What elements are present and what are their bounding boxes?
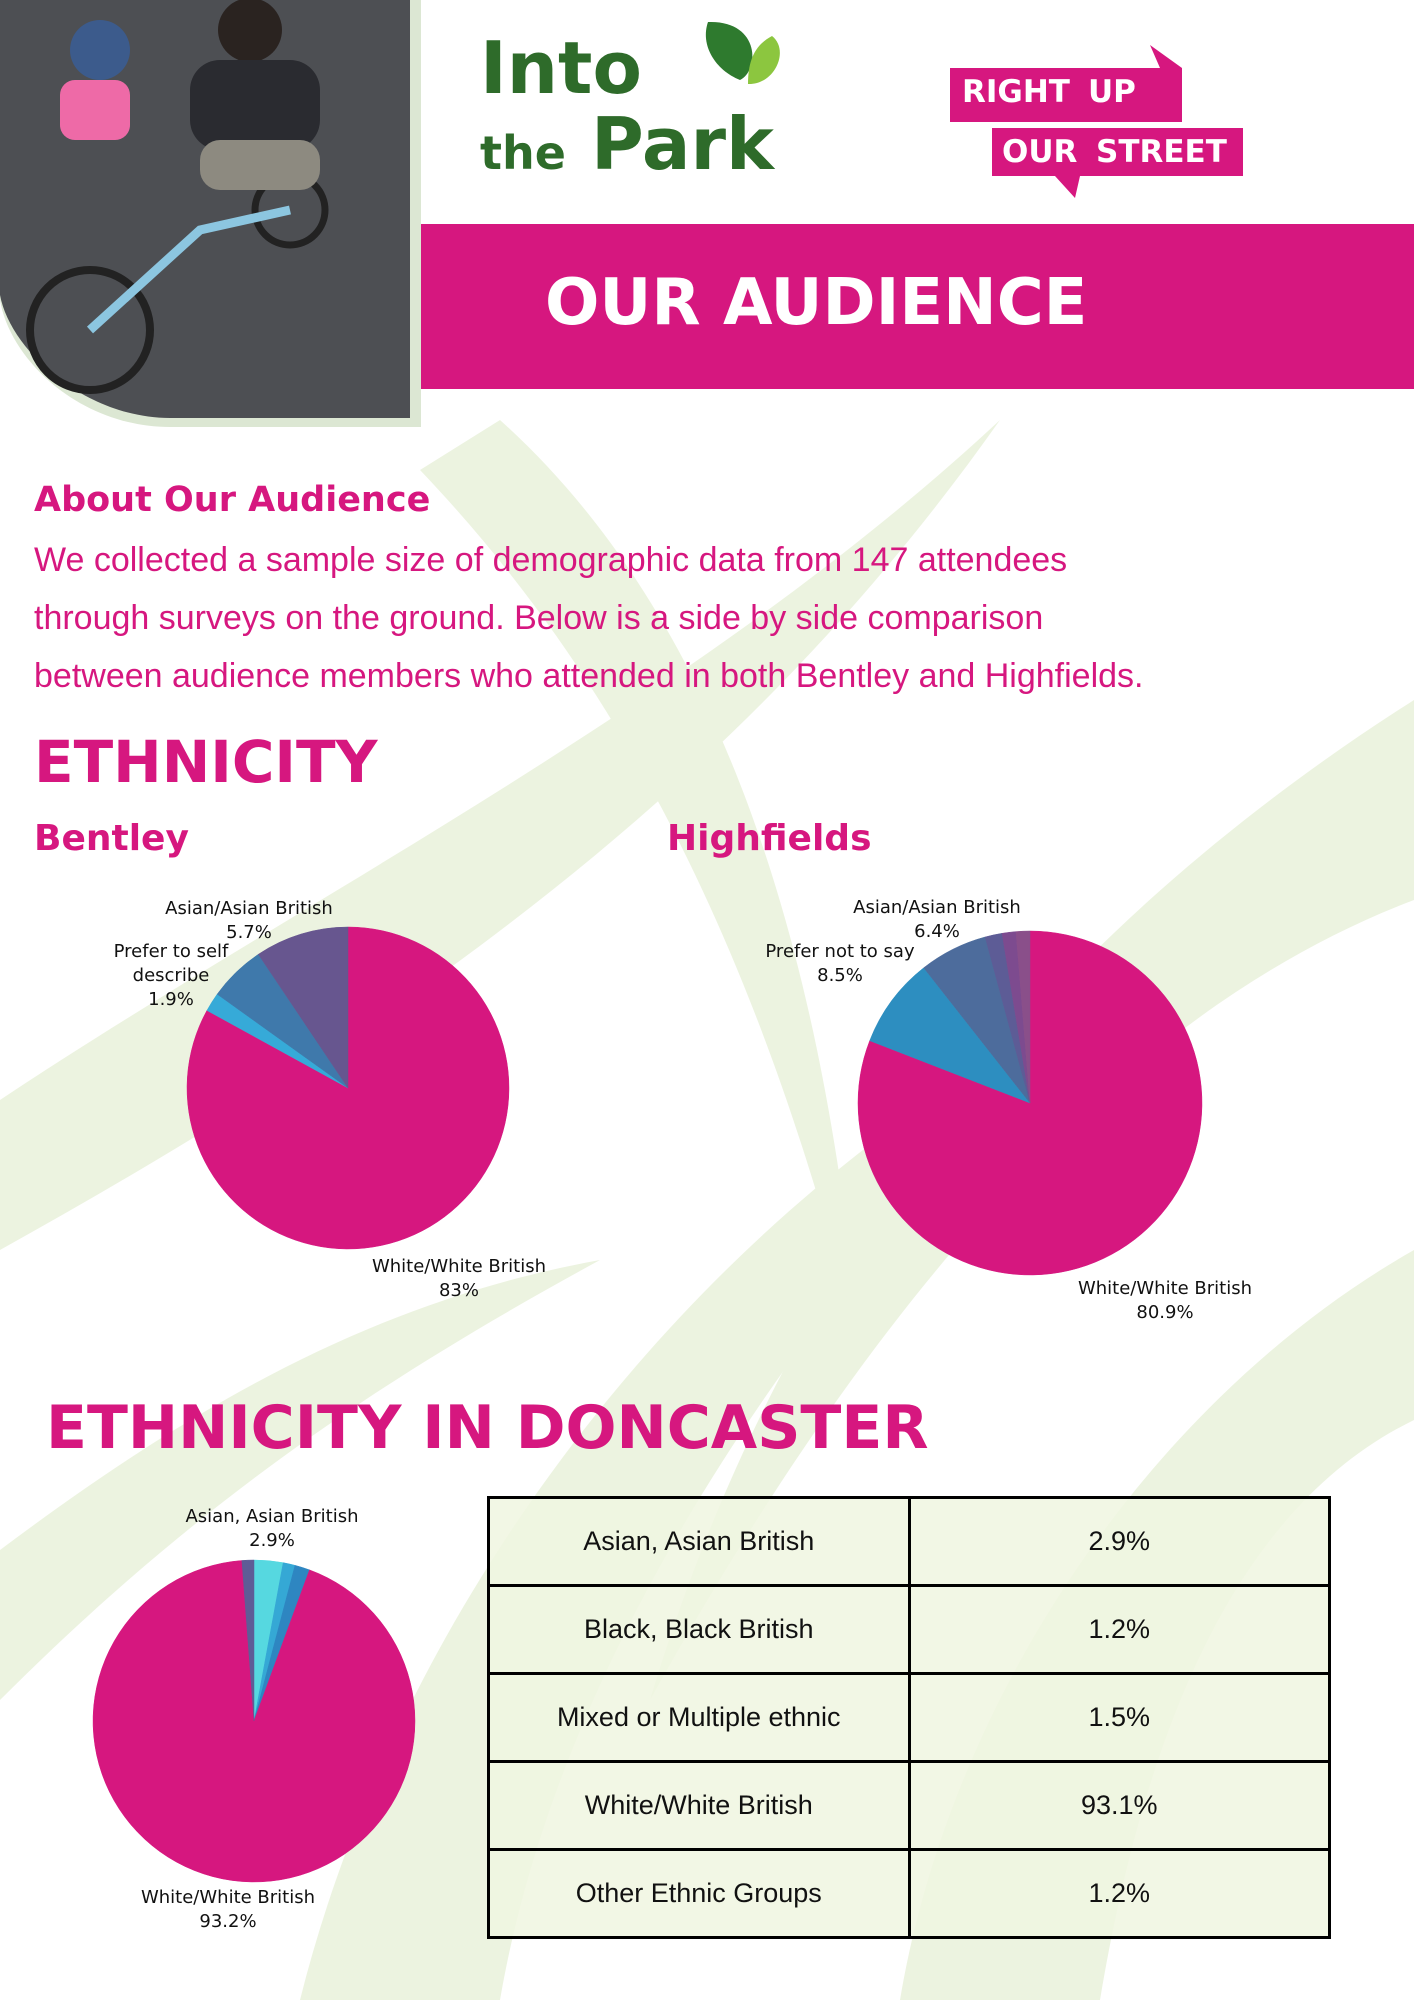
pie-slice: [857, 930, 1203, 1276]
title-banner: [380, 224, 1414, 389]
leaf-icon: [705, 21, 780, 85]
slice-value: 1.9%: [148, 989, 194, 1010]
slice-category: Asian, Asian British: [185, 1506, 359, 1527]
table-cell: Mixed or Multiple ethnic: [487, 1672, 911, 1763]
slice-category: Prefer not to say: [765, 941, 915, 962]
slice-category: Prefer to self describe: [113, 941, 229, 986]
pie-slice: [869, 967, 1031, 1104]
table-cell: White/White British: [487, 1760, 911, 1851]
slice-category: White/White British: [371, 1256, 547, 1277]
slice-category: Asian/Asian British: [853, 897, 1021, 918]
photo: [0, 0, 421, 427]
table-cell: Other Ethnic Groups: [487, 1848, 911, 1939]
slice-label: Prefer to self describe 1.9%: [96, 940, 246, 1012]
slice-label: Asian/Asian British 6.4%: [853, 896, 1021, 944]
table-cell: 1.2%: [907, 1848, 1331, 1939]
slice-value: 5.7%: [226, 922, 272, 943]
chart-title: Bentley: [34, 818, 189, 859]
slice-value: 93.2%: [199, 1911, 257, 1932]
slice-label: White/White British 93.2%: [141, 1886, 315, 1934]
slice-value: 8.5%: [817, 965, 863, 986]
table-cell: Asian, Asian British: [487, 1496, 911, 1587]
park-logo-line: Into: [480, 26, 642, 110]
street-logo-word: STREET: [1096, 134, 1227, 170]
table-cell: 93.1%: [907, 1760, 1331, 1851]
chart-title: Highfields: [667, 818, 872, 859]
page-title: OUR AUDIENCE: [545, 266, 1088, 340]
table-cell: Black, Black British: [487, 1584, 911, 1675]
table-row: Asian, Asian British 2.9%: [487, 1496, 1331, 1587]
slice-label: Asian, Asian British 2.9%: [185, 1505, 358, 1553]
park-logo-line: the Park: [480, 106, 774, 191]
street-logo-word: UP: [1088, 74, 1136, 110]
intro-line: We collected a sample size of demographi…: [34, 541, 1068, 579]
chart-title: ETHNICITY IN DONCASTER: [46, 1393, 929, 1463]
slice-value: 83%: [438, 1280, 479, 1301]
park-logo-word: Park: [591, 102, 774, 186]
slice-label: White/White British 83%: [372, 1255, 546, 1303]
table-cell: 1.2%: [907, 1584, 1331, 1675]
intro-line: between audience members who attended in…: [34, 657, 1144, 695]
table-cell: 1.5%: [907, 1672, 1331, 1763]
table-row: Mixed or Multiple ethnic 1.5%: [487, 1672, 1331, 1763]
section-title: ETHNICITY: [34, 728, 378, 796]
table-row: Other Ethnic Groups 1.2%: [487, 1848, 1331, 1939]
street-logo-word: OUR: [1002, 134, 1078, 170]
slice-label: Prefer not to say 8.5%: [765, 940, 914, 988]
park-logo: Into the Park: [480, 30, 774, 191]
slice-category: Asian/Asian British: [165, 898, 333, 919]
pie-slice: [1015, 930, 1031, 1104]
street-logo-word: RIGHT: [962, 74, 1070, 110]
park-logo-word: the: [480, 126, 566, 180]
table-row: White/White British 93.1%: [487, 1760, 1331, 1851]
intro-heading: About Our Audience: [34, 480, 431, 520]
slice-category: White/White British: [140, 1887, 316, 1908]
street-logo-shapes: [950, 45, 1243, 198]
slice-value: 80.9%: [1136, 1302, 1194, 1323]
slice-category: White/White British: [1077, 1278, 1253, 1299]
slice-label: White/White British 80.9%: [1078, 1277, 1252, 1325]
pie-slice: [257, 926, 349, 1089]
slice-value: 6.4%: [914, 921, 960, 942]
pie-slice: [241, 1559, 255, 1722]
table-body: Asian, Asian British 2.9% Black, Black Bri…: [487, 1496, 1331, 1939]
table-cell: 2.9%: [907, 1496, 1331, 1587]
slice-label: Asian/Asian British 5.7%: [165, 897, 333, 945]
table-row: Black, Black British 1.2%: [487, 1584, 1331, 1675]
pie-slice: [92, 1560, 416, 1883]
slice-value: 2.9%: [249, 1530, 295, 1551]
ethnicity-table: Asian, Asian British 2.9% Black, Black Bri…: [487, 1496, 1331, 1939]
intro-line: through surveys on the ground. Below is …: [34, 599, 1044, 637]
